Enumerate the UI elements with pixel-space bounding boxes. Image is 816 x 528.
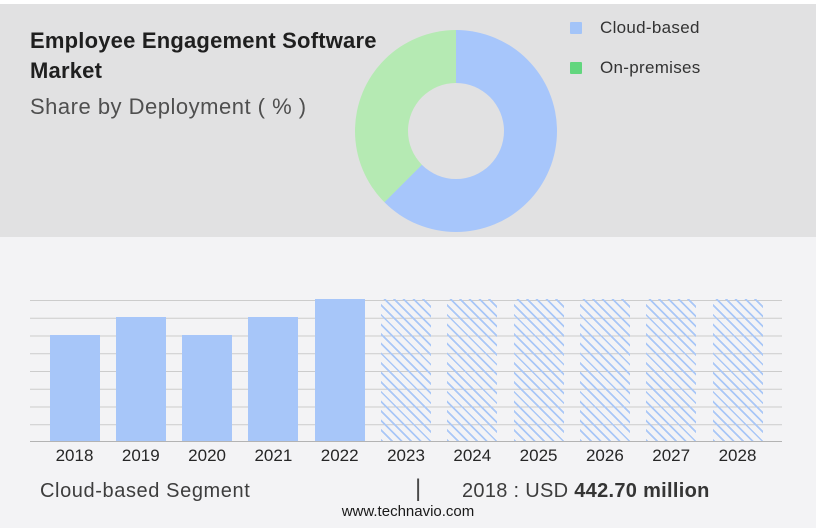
caption-separator: | xyxy=(415,475,422,502)
title-block: Employee Engagement Software Market Shar… xyxy=(30,26,420,120)
bar-chart-plot xyxy=(30,299,782,442)
x-tick-2023: 2023 xyxy=(387,446,425,465)
bar-2020 xyxy=(182,334,233,441)
bar-chart-labels: 2018 2019 2020 2021 2022 2023 2024 2025 2026 2027… xyxy=(30,446,782,466)
x-tick-2021: 2021 xyxy=(254,446,293,465)
x-tick-2025: 2025 xyxy=(519,446,558,465)
stat-prefix: 2018 : USD xyxy=(462,480,575,502)
segment-label: Cloud-based Segment xyxy=(40,480,251,502)
bar-2025 xyxy=(513,299,564,441)
bar-2028 xyxy=(712,299,763,441)
bar-2021 xyxy=(248,316,299,441)
x-tick-2028: 2028 xyxy=(718,446,757,465)
x-tick-2027: 2027 xyxy=(652,446,691,465)
bar-2024 xyxy=(447,299,498,441)
bar-2023 xyxy=(381,299,431,441)
legend-label: Cloud-based xyxy=(600,17,700,37)
x-tick-2024: 2024 xyxy=(453,446,492,465)
page-title: Employee Engagement Software Market xyxy=(30,28,377,83)
legend-swatch-cloud-icon xyxy=(570,21,582,34)
legend-swatch-on-premises-icon xyxy=(570,61,582,74)
top-section: Employee Engagement Software Market Shar… xyxy=(0,0,816,237)
legend-item-cloud-based: Cloud-based xyxy=(570,17,701,37)
bar-2018 xyxy=(49,334,100,441)
legend-item-on-premises: On-premises xyxy=(570,57,701,77)
donut-hole xyxy=(408,83,504,179)
bar-2026 xyxy=(579,299,630,441)
stat-value: 442.70 million xyxy=(574,480,710,502)
bar-2019 xyxy=(115,316,166,441)
x-tick-2026: 2026 xyxy=(585,446,624,465)
page-subtitle: Share by Deployment ( % ) xyxy=(30,94,307,119)
x-tick-2022: 2022 xyxy=(320,446,359,465)
bar-2022 xyxy=(314,299,365,441)
legend-label: On-premises xyxy=(600,57,701,77)
legend: Cloud-based On-premises xyxy=(570,17,701,100)
x-tick-2018: 2018 xyxy=(55,446,94,465)
stat-2018: 2018 : USD 442.70 million xyxy=(462,480,710,503)
donut-chart xyxy=(355,30,557,232)
x-tick-2019: 2019 xyxy=(121,446,160,465)
bar-2027 xyxy=(646,299,697,441)
website-url: www.technavio.com xyxy=(341,503,475,520)
x-tick-2020: 2020 xyxy=(188,446,226,465)
